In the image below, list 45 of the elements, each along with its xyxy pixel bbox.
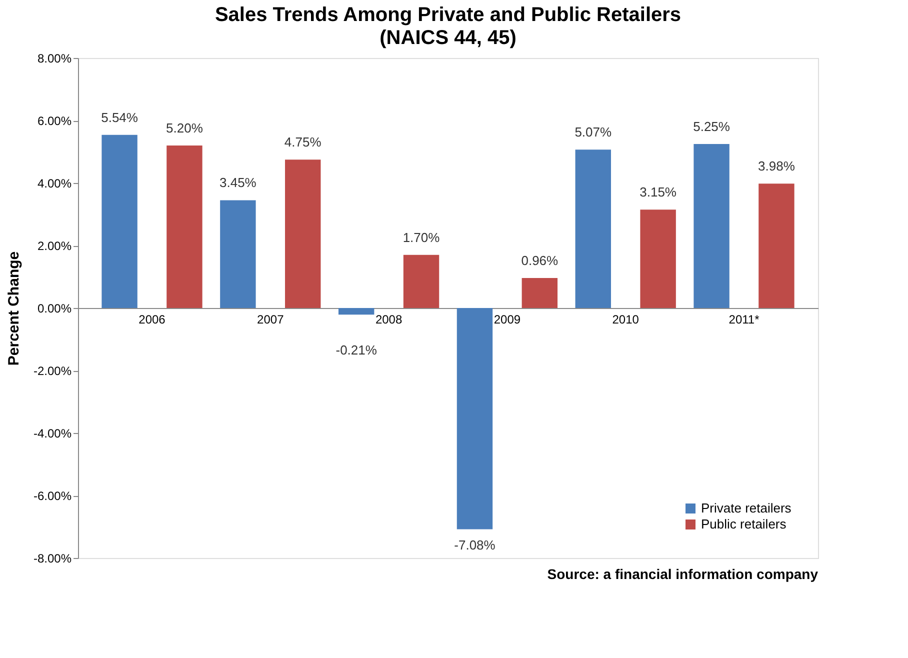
bar <box>456 308 493 530</box>
y-tick-label: -8.00% <box>33 552 72 566</box>
bar <box>285 160 321 308</box>
x-tick-label: 2011* <box>728 312 760 326</box>
data-label: 5.25% <box>693 118 730 134</box>
bar <box>694 144 730 308</box>
chart-subtitle: (NAICS 44, 45) <box>380 27 516 49</box>
bar <box>102 134 138 308</box>
bar <box>338 308 374 315</box>
data-label: 5.07% <box>574 124 612 140</box>
bar <box>220 200 256 308</box>
data-label: -7.08% <box>454 537 496 552</box>
data-label: 3.45% <box>220 175 257 190</box>
legend-label: Private retailers <box>701 500 792 516</box>
data-label: 0.96% <box>521 253 559 268</box>
source-note: Source: a financial information company <box>547 566 818 582</box>
bar <box>640 210 676 308</box>
bar <box>758 184 794 308</box>
y-axis-title: Percent Change <box>5 251 22 366</box>
y-tick-label: 4.00% <box>37 176 72 190</box>
x-tick-label: 2007 <box>257 312 284 326</box>
x-tick-label: 2010 <box>612 312 640 326</box>
y-tick-label: 6.00% <box>37 114 72 128</box>
y-tick-label: 0.00% <box>37 302 72 316</box>
bar <box>522 278 558 308</box>
y-tick-label: -2.00% <box>33 364 72 378</box>
data-label: 5.20% <box>166 120 204 136</box>
data-label: 1.70% <box>402 230 440 245</box>
data-label: 5.54% <box>101 110 138 125</box>
bar <box>166 146 202 308</box>
data-label: 3.98% <box>758 158 796 174</box>
y-tick-label: 2.00% <box>37 239 72 253</box>
legend-label: Public retailers <box>701 516 787 532</box>
bar <box>403 254 440 308</box>
y-tick-label: -4.00% <box>33 426 72 440</box>
bar <box>575 150 611 308</box>
x-tick-label: 2008 <box>375 312 402 326</box>
y-tick-label: -6.00% <box>33 489 72 503</box>
data-label: 4.75% <box>284 134 322 150</box>
x-tick-label: 2009 <box>494 312 521 326</box>
chart-title: Sales Trends Among Private and Public Retailers <box>214 4 682 26</box>
x-tick-label: 2006 <box>138 312 166 326</box>
y-tick-label: 8.00% <box>37 52 72 66</box>
data-label: 3.15% <box>640 184 677 200</box>
data-label: -0.21% <box>336 342 378 358</box>
